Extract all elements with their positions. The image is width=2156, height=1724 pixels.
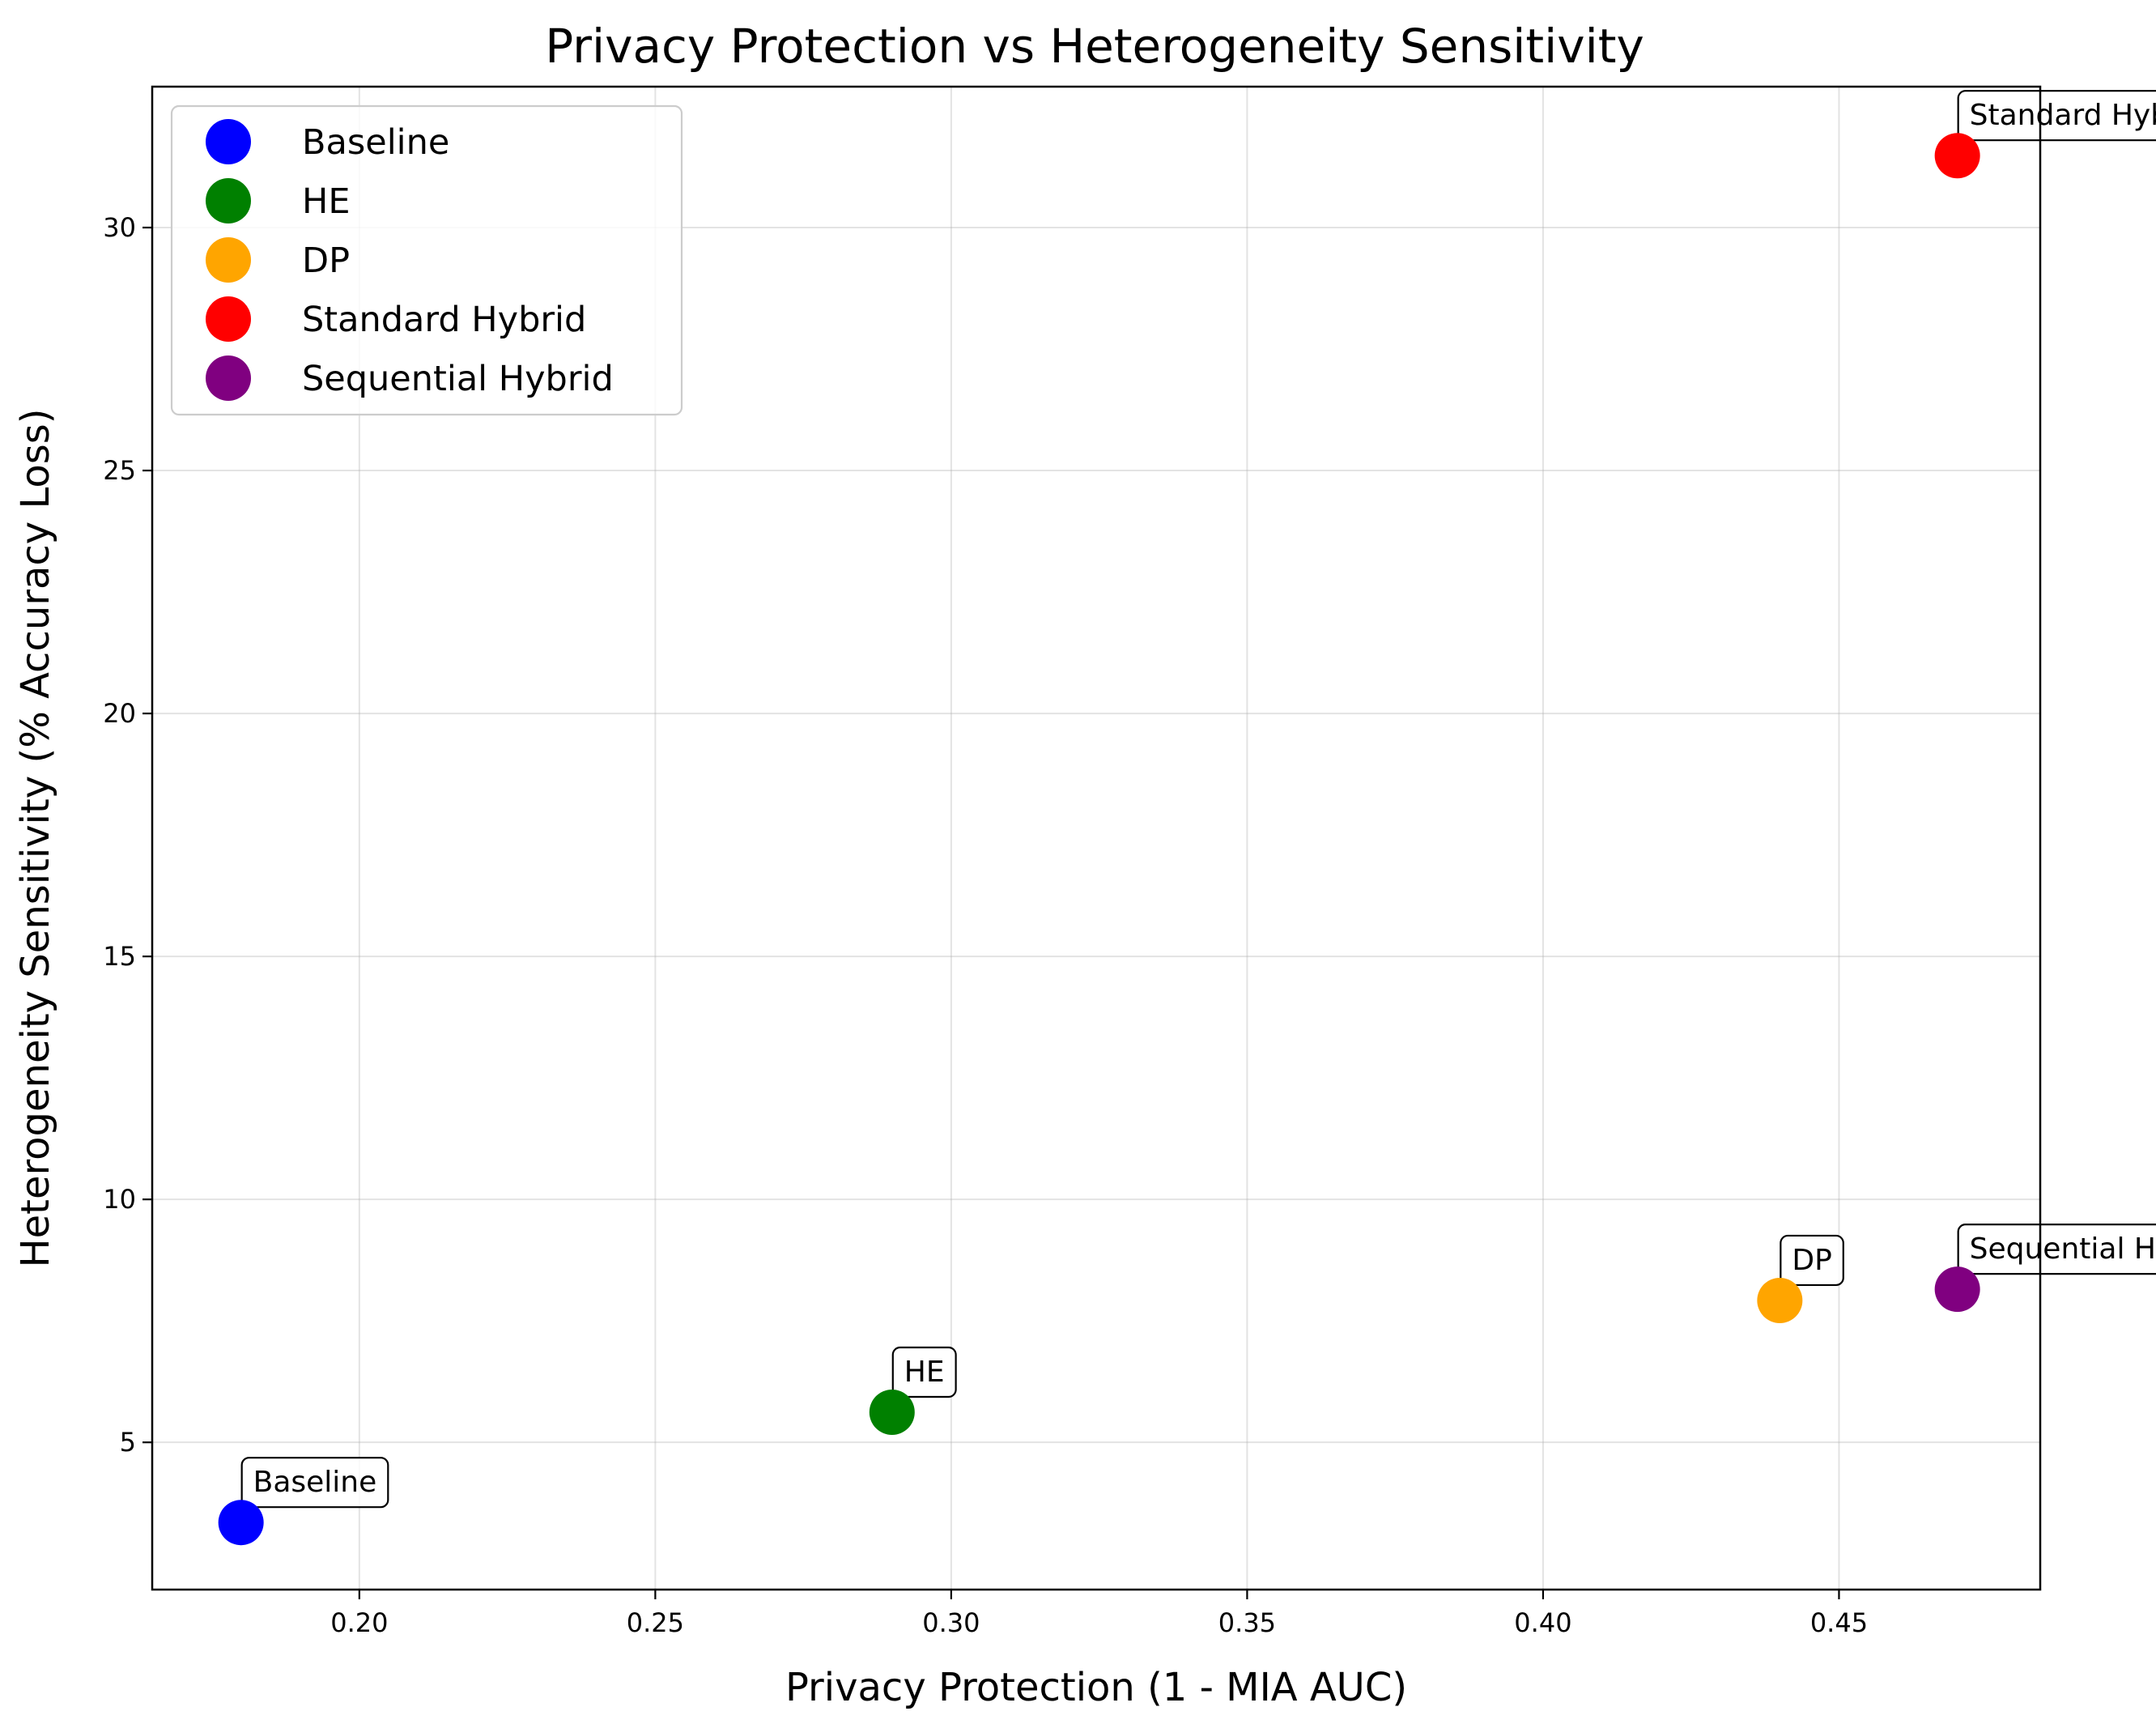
annotation-text: Baseline [253, 1466, 377, 1499]
legend-label: Standard Hybrid [302, 300, 586, 340]
legend-entry: DP [206, 237, 350, 283]
legend-entry: Sequential Hybrid [206, 355, 614, 401]
x-tick-label: 0.45 [1810, 1607, 1868, 1638]
legend-label: Baseline [302, 122, 449, 163]
point-annotation: HE [891, 1346, 957, 1398]
legend-marker [206, 178, 251, 223]
data-point [1934, 1266, 1980, 1313]
data-point [1757, 1277, 1803, 1323]
point-annotation: Sequential Hybrid [1957, 1224, 2156, 1275]
annotation-box [891, 1346, 957, 1398]
annotation-text: Standard Hybrid [1970, 99, 2156, 132]
data-point [218, 1500, 264, 1546]
data-points [218, 133, 1980, 1546]
y-tick-label: 5 [120, 1427, 136, 1458]
legend-frame [170, 104, 683, 416]
annotation-text: HE [904, 1356, 945, 1389]
y-axis-label: Heterogeneity Sensitivity (% Accuracy Lo… [13, 409, 58, 1268]
legend-marker [206, 296, 251, 342]
annotation-box [240, 1457, 389, 1509]
data-point [1934, 133, 1980, 179]
point-annotation: Standard Hybrid [1957, 90, 2156, 142]
point-annotation: DP [1780, 1234, 1844, 1287]
chart-title: Privacy Protection vs Heterogeneity Sens… [545, 19, 1644, 74]
plot-frame [151, 85, 2042, 1591]
x-tick-label: 0.30 [922, 1607, 980, 1638]
y-tick-label: 15 [103, 941, 136, 972]
x-tick-label: 0.25 [627, 1607, 684, 1638]
legend-entry: Standard Hybrid [206, 296, 586, 342]
axis-ticks: 0.20 0.25 0.30 0.35 0.40 0.45 5 10 15 20 25 30 [103, 212, 1868, 1638]
annotations: Baseline HE DP Standard Hybrid Sequential Hy… [240, 90, 2156, 1509]
legend: Baseline HE DP Standard Hybrid Sequential Hy… [170, 104, 683, 416]
legend-label: HE [302, 181, 351, 222]
annotation-text: Sequential Hybrid [1970, 1232, 2156, 1266]
grid-lines [152, 87, 2040, 1590]
legend-marker [206, 355, 251, 401]
x-axis-label: Privacy Protection (1 - MIA AUC) [785, 1665, 1407, 1710]
x-tick-label: 0.35 [1218, 1607, 1276, 1638]
legend-entry: Baseline [206, 119, 449, 164]
y-tick-label: 20 [103, 698, 136, 729]
legend-marker [206, 119, 251, 164]
data-point [869, 1389, 915, 1435]
point-annotation: Baseline [240, 1457, 389, 1509]
annotation-text: DP [1792, 1244, 1831, 1277]
annotation-box [1780, 1234, 1844, 1287]
legend-label: Sequential Hybrid [302, 359, 614, 399]
annotation-box [1957, 1224, 2156, 1275]
x-tick-label: 0.20 [330, 1607, 388, 1638]
annotation-box [1957, 90, 2156, 142]
x-tick-label: 0.40 [1514, 1607, 1571, 1638]
legend-marker [206, 237, 251, 283]
legend-label: DP [302, 241, 350, 281]
y-tick-label: 10 [103, 1184, 136, 1215]
legend-entry: HE [206, 178, 351, 223]
y-tick-label: 25 [103, 455, 136, 486]
y-tick-label: 30 [103, 212, 136, 243]
